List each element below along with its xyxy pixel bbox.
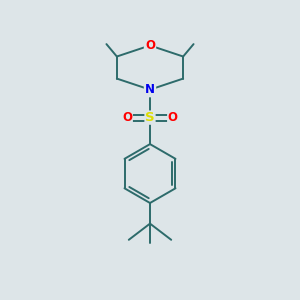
Text: O: O [168, 111, 178, 124]
Text: S: S [145, 111, 155, 124]
Text: N: N [145, 83, 155, 96]
Text: O: O [145, 39, 155, 52]
Text: O: O [122, 111, 132, 124]
